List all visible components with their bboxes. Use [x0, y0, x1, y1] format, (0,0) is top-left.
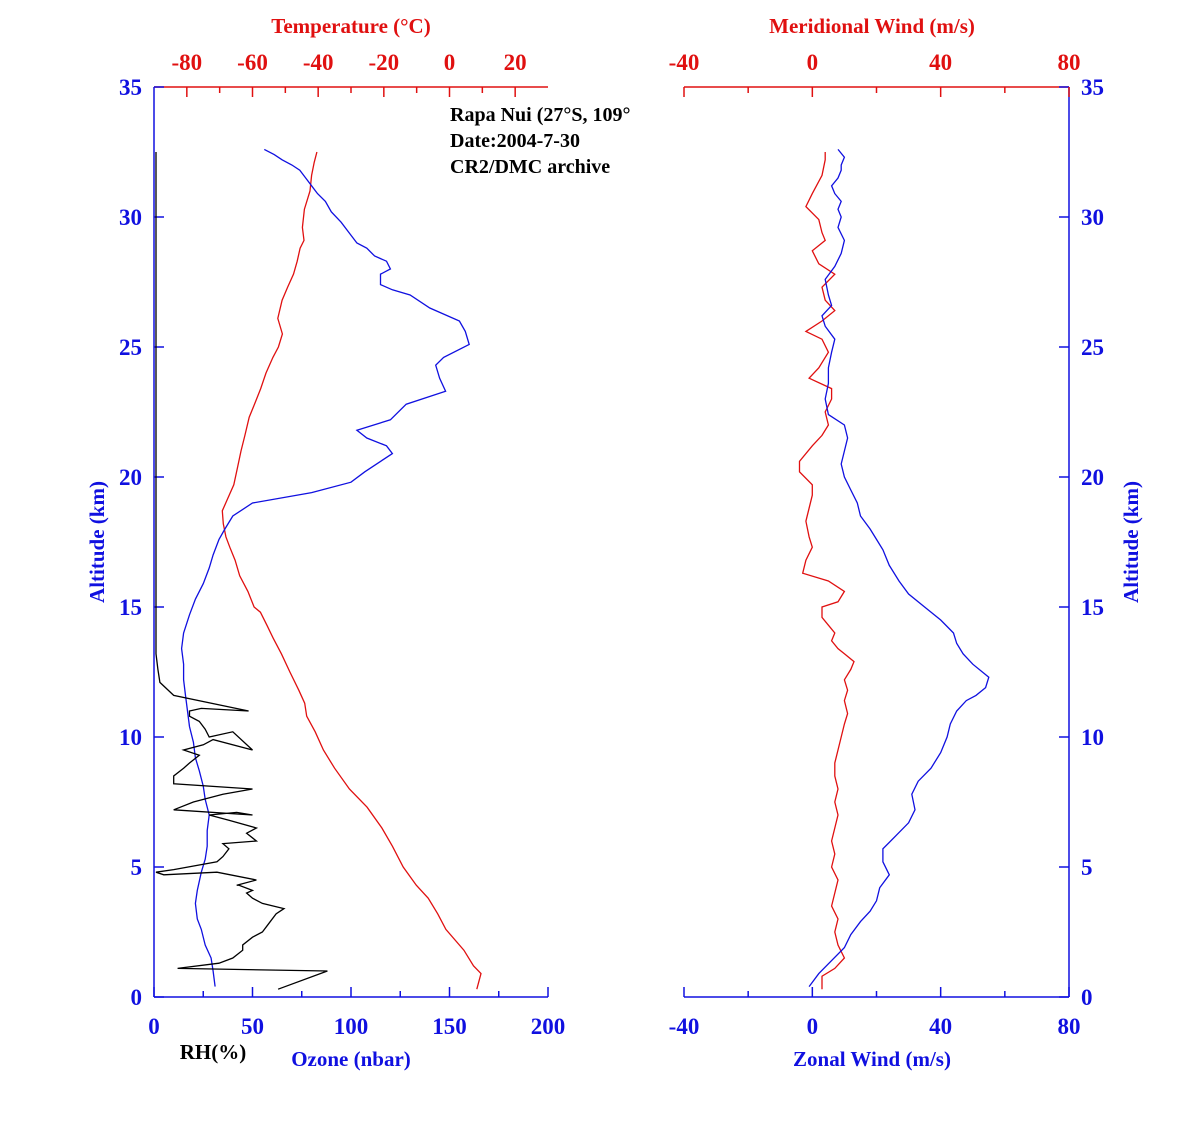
right-bottom-tick-label: 80	[1058, 1014, 1081, 1039]
right-panel: 0 5 10 15 20 25 30 35 -40 0 40 80 -40 0 40 80 Altitud…	[669, 14, 1143, 1071]
right-top-tick-label: 0	[807, 50, 819, 75]
left-altitude-tick-label: 0	[131, 985, 143, 1010]
right-altitude-tick-label: 25	[1081, 335, 1104, 360]
left-altitude-tick-label: 25	[119, 335, 142, 360]
station-info-line-2: Date:2004-7-30	[450, 130, 580, 152]
rh-series-line	[155, 152, 328, 990]
rh-axis-label: RH(%)	[180, 1040, 247, 1064]
right-altitude-tick-label: 0	[1081, 985, 1093, 1010]
left-top-tick-label: 0	[444, 50, 456, 75]
left-altitude-axis-label: Altitude (km)	[85, 481, 109, 603]
meridional-wind-series-line	[798, 152, 855, 990]
meridional-wind-axis-label: Meridional Wind (m/s)	[769, 14, 975, 38]
temperature-series-line	[221, 151, 482, 990]
right-top-tick-label: 40	[929, 50, 952, 75]
left-bottom-tick-label: 0	[148, 1014, 160, 1039]
left-top-tick-label: -20	[368, 50, 399, 75]
right-bottom-tick-label: 40	[929, 1014, 952, 1039]
left-altitude-tick-label: 30	[119, 205, 142, 230]
left-top-tick-label: 20	[504, 50, 527, 75]
station-info-line-1: Rapa Nui (27°S, 109°	[450, 104, 630, 126]
right-altitude-tick-label: 35	[1081, 75, 1104, 100]
right-altitude-tick-label: 10	[1081, 725, 1104, 750]
right-altitude-tick-label: 5	[1081, 855, 1093, 880]
left-bottom-tick-label: 100	[334, 1014, 369, 1039]
right-altitude-tick-label: 20	[1081, 465, 1104, 490]
left-altitude-tick-label: 15	[119, 595, 142, 620]
zonal-wind-axis-ticks: -40 0 40 80	[669, 987, 1081, 1039]
right-bottom-tick-label: 0	[807, 1014, 819, 1039]
left-top-tick-label: -80	[171, 50, 202, 75]
left-bottom-tick-label: 150	[432, 1014, 467, 1039]
right-altitude-tick-label: 30	[1081, 205, 1104, 230]
zonal-wind-series-line	[808, 148, 990, 987]
right-bottom-tick-label: -40	[669, 1014, 700, 1039]
right-panel-altitude-ticks: 0 5 10 15 20 25 30 35	[1059, 75, 1104, 1010]
left-top-tick-label: -40	[303, 50, 334, 75]
temperature-axis-label: Temperature (°C)	[271, 14, 430, 38]
left-top-tick-label: -60	[237, 50, 268, 75]
ozone-axis-label: Ozone (nbar)	[291, 1047, 411, 1071]
right-altitude-tick-label: 15	[1081, 595, 1104, 620]
left-altitude-tick-label: 5	[131, 855, 143, 880]
temperature-axis-ticks: -80 -60 -40 -20 0 20	[171, 50, 527, 97]
left-altitude-tick-label: 20	[119, 465, 142, 490]
right-top-tick-label: -40	[669, 50, 700, 75]
right-altitude-axis-label: Altitude (km)	[1119, 481, 1143, 603]
zonal-wind-axis-label: Zonal Wind (m/s)	[793, 1047, 951, 1071]
left-bottom-tick-label: 50	[241, 1014, 264, 1039]
left-bottom-tick-label: 200	[531, 1014, 566, 1039]
meridional-wind-axis-ticks: -40 0 40 80	[669, 50, 1081, 97]
station-info-line-3: CR2/DMC archive	[450, 156, 610, 178]
left-altitude-tick-label: 10	[119, 725, 142, 750]
left-panel-altitude-ticks: 0 5 10 15 20 25 30 35	[119, 75, 164, 1010]
right-top-tick-label: 80	[1058, 50, 1081, 75]
ozone-axis-ticks: 0 50 100 150 200	[148, 987, 565, 1039]
left-altitude-tick-label: 35	[119, 75, 142, 100]
